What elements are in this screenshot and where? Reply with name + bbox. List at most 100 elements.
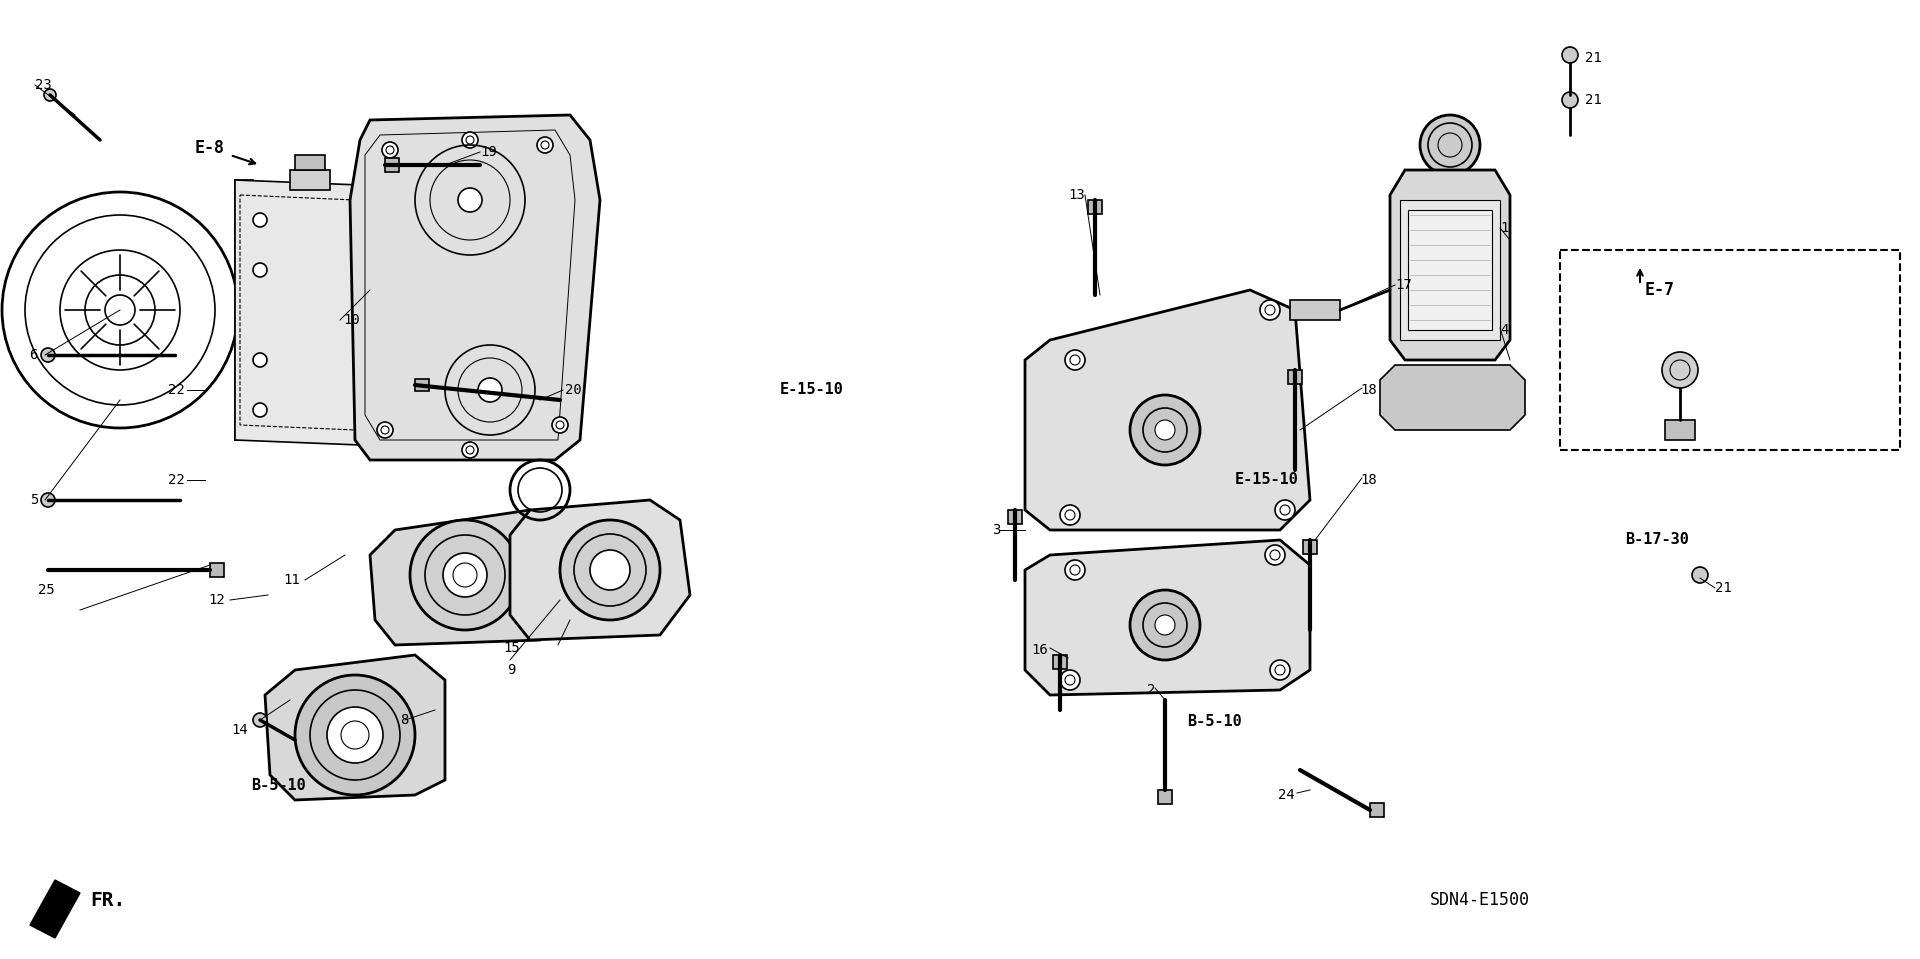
Text: 14: 14: [230, 723, 248, 737]
Circle shape: [1269, 660, 1290, 680]
Bar: [1288, 370, 1302, 384]
Polygon shape: [31, 880, 81, 938]
Circle shape: [253, 713, 267, 727]
Circle shape: [253, 213, 267, 227]
Circle shape: [1563, 92, 1578, 108]
Text: 20: 20: [564, 383, 582, 397]
Bar: [209, 563, 225, 577]
Circle shape: [553, 417, 568, 433]
Circle shape: [463, 442, 478, 458]
Circle shape: [1156, 420, 1175, 440]
Circle shape: [296, 675, 415, 795]
Circle shape: [1131, 590, 1200, 660]
Circle shape: [40, 493, 56, 507]
Bar: [1052, 655, 1068, 669]
Polygon shape: [371, 510, 564, 645]
Polygon shape: [1390, 170, 1509, 360]
Text: 1: 1: [1500, 221, 1509, 235]
Text: 19: 19: [480, 145, 497, 159]
Bar: [234, 180, 253, 440]
Text: 2: 2: [1146, 683, 1156, 697]
Circle shape: [253, 353, 267, 367]
Bar: [1290, 300, 1340, 320]
Bar: [1089, 200, 1102, 214]
Text: E-15-10: E-15-10: [780, 383, 845, 397]
Text: 16: 16: [1031, 643, 1048, 657]
Circle shape: [538, 137, 553, 153]
Text: B-5-10: B-5-10: [1188, 714, 1242, 730]
Polygon shape: [1025, 290, 1309, 530]
Text: 9: 9: [507, 663, 515, 677]
Circle shape: [561, 520, 660, 620]
Polygon shape: [1380, 365, 1524, 430]
Bar: [1304, 540, 1317, 554]
Text: SDN4-E1500: SDN4-E1500: [1430, 891, 1530, 909]
Circle shape: [459, 188, 482, 212]
Polygon shape: [1025, 540, 1309, 695]
Circle shape: [40, 348, 56, 362]
Text: B-5-10: B-5-10: [252, 778, 305, 792]
Text: 4: 4: [1500, 323, 1509, 337]
Circle shape: [444, 553, 488, 597]
Circle shape: [1066, 350, 1085, 370]
Text: 23: 23: [35, 78, 52, 92]
Bar: [1559, 250, 1901, 450]
Circle shape: [253, 403, 267, 417]
Circle shape: [1260, 300, 1281, 320]
Text: 6: 6: [29, 348, 38, 362]
Circle shape: [1066, 560, 1085, 580]
Circle shape: [589, 550, 630, 590]
Circle shape: [326, 707, 382, 763]
Bar: [1371, 803, 1384, 817]
Text: 12: 12: [207, 593, 225, 607]
Circle shape: [253, 263, 267, 277]
Circle shape: [1421, 115, 1480, 175]
Bar: [1158, 790, 1171, 804]
Text: 24: 24: [1279, 788, 1294, 802]
Bar: [1407, 210, 1492, 330]
Text: 21: 21: [1715, 581, 1732, 595]
Text: 18: 18: [1359, 383, 1377, 397]
Circle shape: [1131, 395, 1200, 465]
Text: 10: 10: [344, 313, 359, 327]
Text: B-17-30: B-17-30: [1624, 532, 1690, 548]
Text: 5: 5: [29, 493, 38, 507]
Circle shape: [1265, 545, 1284, 565]
Bar: [415, 379, 428, 391]
Text: 21: 21: [1586, 93, 1601, 107]
Bar: [1008, 510, 1021, 524]
Text: 25: 25: [38, 583, 56, 597]
Text: 3: 3: [991, 523, 1000, 537]
Text: 17: 17: [1396, 278, 1411, 292]
Circle shape: [376, 422, 394, 438]
Text: 8: 8: [399, 713, 409, 727]
Circle shape: [478, 378, 501, 402]
Polygon shape: [511, 500, 689, 640]
Bar: [1665, 420, 1695, 440]
Bar: [296, 155, 324, 170]
Circle shape: [382, 142, 397, 158]
Text: 11: 11: [284, 573, 300, 587]
Text: FR.: FR.: [90, 891, 125, 909]
Circle shape: [1692, 567, 1709, 583]
Text: 15: 15: [503, 641, 520, 655]
Circle shape: [44, 89, 56, 101]
Circle shape: [463, 132, 478, 148]
Text: E-8: E-8: [196, 139, 225, 157]
Polygon shape: [234, 180, 380, 445]
Circle shape: [1060, 670, 1079, 690]
Circle shape: [411, 520, 520, 630]
Bar: [386, 158, 399, 172]
Text: 22: 22: [169, 473, 184, 487]
Polygon shape: [265, 655, 445, 800]
Text: 21: 21: [1586, 51, 1601, 65]
Circle shape: [1275, 500, 1294, 520]
Polygon shape: [349, 115, 599, 460]
Circle shape: [1156, 615, 1175, 635]
Text: 13: 13: [1068, 188, 1085, 202]
Bar: [290, 170, 330, 190]
Circle shape: [1563, 47, 1578, 63]
Bar: [1400, 200, 1500, 340]
Text: 22: 22: [169, 383, 184, 397]
Text: E-7: E-7: [1645, 281, 1674, 299]
